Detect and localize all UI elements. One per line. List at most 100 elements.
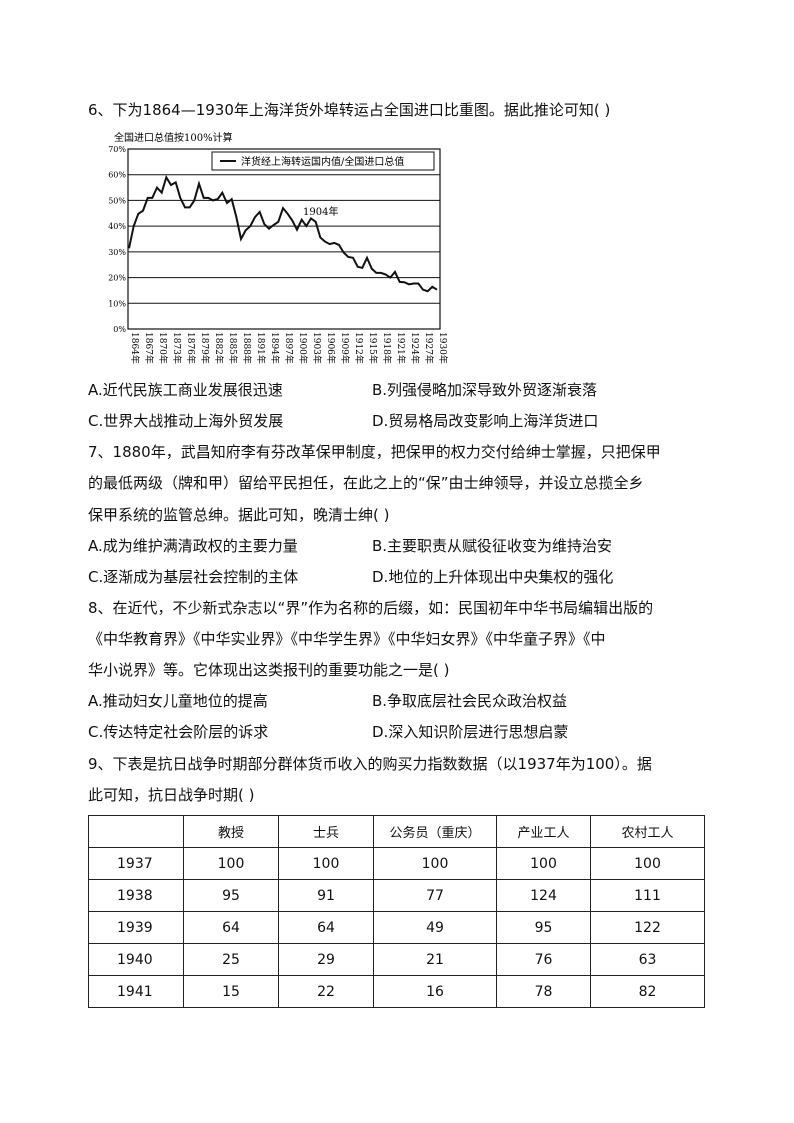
value-cell: 100 — [278, 847, 374, 880]
value-cell: 15 — [183, 975, 279, 1008]
table-row: 1938 95 91 77 124 111 — [88, 879, 705, 912]
value-cell: 100 — [373, 847, 497, 880]
value-cell: 77 — [373, 879, 497, 912]
value-cell: 78 — [496, 975, 591, 1008]
x-tick-label: 1918年 — [381, 332, 393, 364]
value-cell: 49 — [373, 911, 497, 944]
series-line — [128, 174, 438, 293]
x-tick-label: 1930年 — [437, 332, 449, 364]
x-tick-label: 1891年 — [255, 332, 267, 364]
x-tick-label: 1924年 — [409, 332, 421, 364]
y-tick-label: 30% — [108, 248, 126, 257]
year-cell: 1941 — [88, 975, 184, 1008]
value-cell: 82 — [590, 975, 705, 1008]
question-9-line: 9、下表是抗日战争时期部分群体货币收入的购买力指数数据（以1937年为100）。… — [88, 755, 652, 773]
table-header-row: 教授 士兵 公务员（重庆） 产业工人 农村工人 — [88, 815, 705, 848]
question-7-line: 的最低两级（牌和甲）留给平民担任，在此之上的“保”由士绅领导，并设立总揽全乡 — [88, 474, 644, 492]
import-share-line-chart: 全国进口总值按100%计算 0% 10% 20% 30% 40% 50% 60% 70% 18… — [108, 131, 449, 364]
purchasing-power-table: 教授 士兵 公务员（重庆） 产业工人 农村工人 1937 100 100 100 100… — [88, 815, 705, 1008]
table-row: 1939 64 64 49 95 122 — [88, 911, 705, 944]
legend-box — [211, 151, 435, 171]
question-8-line: 8、在近代，不少新式杂志以“界”作为名称的后缀，如：民国初年中华书局编辑出版的 — [88, 599, 654, 617]
x-tick-label: 1864年 — [129, 332, 141, 364]
q7-option-b[interactable]: B.主要职责从赋役征收变为维持治安 — [372, 537, 613, 555]
value-cell: 63 — [590, 943, 705, 976]
header-cell: 公务员（重庆） — [373, 815, 497, 848]
q6-option-a[interactable]: A.近代民族工商业发展很迅速 — [88, 381, 283, 399]
x-tick-label: 1888年 — [241, 332, 253, 364]
x-tick-label: 1915年 — [367, 332, 379, 364]
x-tick-label: 1921年 — [395, 332, 407, 364]
value-cell: 25 — [183, 943, 279, 976]
y-tick-label: 70% — [108, 145, 126, 154]
question-8-line: 华小说界》等。它体现出这类报刊的重要功能之一是( ) — [88, 661, 450, 679]
value-cell: 111 — [590, 879, 705, 912]
header-cell: 产业工人 — [496, 815, 591, 848]
year-cell: 1937 — [88, 847, 184, 880]
value-cell: 22 — [278, 975, 374, 1008]
q6-option-b[interactable]: B.列强侵略加深导致外贸逐渐衰落 — [372, 381, 598, 399]
year-cell: 1938 — [88, 879, 184, 912]
x-tick-label: 1909年 — [339, 332, 351, 364]
year-cell: 1939 — [88, 911, 184, 944]
x-tick-label: 1903年 — [311, 332, 323, 364]
x-tick-label: 1870年 — [157, 332, 169, 364]
y-tick-label: 0% — [113, 325, 126, 334]
header-cell — [88, 815, 184, 848]
value-cell: 64 — [278, 911, 374, 944]
y-tick-label: 60% — [108, 171, 126, 180]
x-tick-label: 1900年 — [297, 332, 309, 364]
question-9-line: 此可知，抗日战争时期( ) — [88, 786, 255, 804]
value-cell: 95 — [183, 879, 279, 912]
q6-option-d[interactable]: D.贸易格局改变影响上海洋货进口 — [372, 412, 599, 430]
q8-option-a[interactable]: A.推动妇女儿童地位的提高 — [88, 692, 268, 710]
question-7-line: 保甲系统的监管总绅。据此可知，晚清士绅( ) — [88, 506, 390, 524]
question-6-stem: 6、下为1864—1930年上海洋货外埠转运占全国进口比重图。据此推论可知( ) — [88, 101, 611, 119]
y-tick-label: 40% — [108, 222, 126, 231]
value-cell: 124 — [496, 879, 591, 912]
value-cell: 29 — [278, 943, 374, 976]
y-tick-label: 20% — [108, 274, 126, 283]
x-tick-label: 1873年 — [171, 332, 183, 364]
value-cell: 64 — [183, 911, 279, 944]
annotation-1904: 1904年 — [303, 205, 338, 218]
q8-option-c[interactable]: C.传达特定社会阶层的诉求 — [88, 723, 269, 741]
x-tick-label: 1882年 — [213, 332, 225, 364]
legend-label: 洋货经上海转运国内值/全国进口总值 — [241, 155, 404, 168]
legend: 洋货经上海转运国内值/全国进口总值 — [211, 151, 435, 171]
year-cell: 1940 — [88, 943, 184, 976]
x-tick-label: 1897年 — [283, 332, 295, 364]
plot-frame — [127, 148, 441, 330]
table-row: 1940 25 29 21 76 63 — [88, 943, 705, 976]
y-tick-label: 10% — [108, 299, 126, 308]
q8-option-d[interactable]: D.深入知识阶层进行思想启蒙 — [372, 723, 569, 741]
q8-option-b[interactable]: B.争取底层社会民众政治权益 — [372, 692, 568, 710]
x-tick-label: 1867年 — [143, 332, 155, 364]
question-8-line: 《中华教育界》《中华实业界》《中华学生界》《中华妇女界》《中华童子界》《中 — [88, 630, 606, 648]
x-tick-label: 1876年 — [185, 332, 197, 364]
header-cell: 士兵 — [278, 815, 374, 848]
y-tick-label: 50% — [108, 196, 126, 205]
x-tick-label: 1927年 — [423, 332, 435, 364]
x-tick-label: 1879年 — [199, 332, 211, 364]
chart-title: 全国进口总值按100%计算 — [114, 131, 233, 144]
value-cell: 100 — [183, 847, 279, 880]
value-cell: 95 — [496, 911, 591, 944]
value-cell: 100 — [590, 847, 705, 880]
x-tick-label: 1906年 — [325, 332, 337, 364]
header-cell: 教授 — [183, 815, 279, 848]
value-cell: 91 — [278, 879, 374, 912]
x-tick-label: 1894年 — [269, 332, 281, 364]
q7-option-a[interactable]: A.成为维护满清政权的主要力量 — [88, 537, 298, 555]
question-7-line: 7、1880年，武昌知府李有芬改革保甲制度，把保甲的权力交付给绅士掌握，只把保甲 — [88, 443, 661, 461]
value-cell: 122 — [590, 911, 705, 944]
q7-option-d[interactable]: D.地位的上升体现出中央集权的强化 — [372, 568, 614, 586]
value-cell: 16 — [373, 975, 497, 1008]
value-cell: 76 — [496, 943, 591, 976]
x-tick-label: 1885年 — [227, 332, 239, 364]
q6-option-c[interactable]: C.世界大战推动上海外贸发展 — [88, 412, 284, 430]
q7-option-c[interactable]: C.逐渐成为基层社会控制的主体 — [88, 568, 299, 586]
x-tick-label: 1912年 — [353, 332, 365, 364]
header-cell: 农村工人 — [590, 815, 705, 848]
value-cell: 100 — [496, 847, 591, 880]
